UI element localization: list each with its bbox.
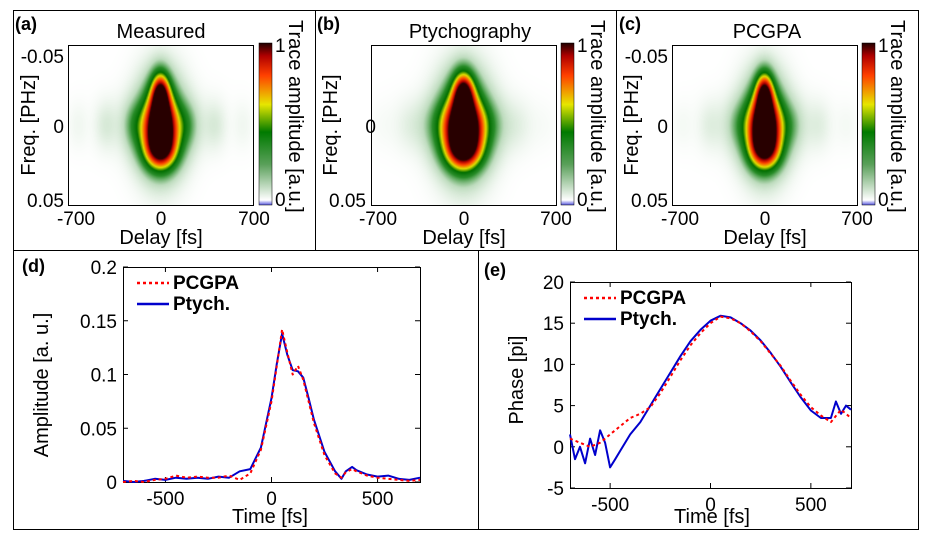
panel-a-plot-box xyxy=(68,45,254,206)
panel-c-letter: (c) xyxy=(619,14,641,34)
xtick-label: -500 xyxy=(146,489,184,510)
panel-a-colorbar-max: 1 xyxy=(275,36,286,57)
panel-b-xtick-left: -700 xyxy=(359,209,397,230)
panel-b-colorbar xyxy=(560,42,575,206)
panel-c-heatmap xyxy=(672,45,857,205)
panel-a-heatmap xyxy=(68,45,253,205)
panel-a-ylabel: Freq. [PHz] xyxy=(18,74,40,175)
panel-e: (e) Phase [pi] Time [fs] -5 0 5 10 15 20 -500 0… xyxy=(484,260,852,528)
ytick-label: 10 xyxy=(543,355,564,376)
xtick-label: 0 xyxy=(266,489,277,510)
panel-d-letter: (d) xyxy=(22,256,45,276)
panel-e-letter: (e) xyxy=(484,260,506,280)
panel-c-title: PCGPA xyxy=(733,21,802,43)
ytick-label: 0 xyxy=(106,473,117,494)
panel-b: (b) Ptychography 0 0.05 -700 0 700 Delay… xyxy=(317,14,608,249)
panel-a-ytick-top: -0.05 xyxy=(21,47,64,68)
ytick-label: 0.1 xyxy=(91,366,117,387)
panel-b-ytick-mid: 0 xyxy=(365,117,376,138)
panel-b-heatmap xyxy=(371,45,556,205)
ytick-label: -5 xyxy=(547,479,564,500)
plot-box xyxy=(570,282,852,489)
panel-a-title: Measured xyxy=(117,21,206,43)
legend-label: Ptych. xyxy=(620,309,677,330)
panel-b-xlabel: Delay [fs] xyxy=(422,227,505,249)
trace-canvas xyxy=(371,45,556,205)
panel-a-colorbar-label: Trace amplitude [a.u.] xyxy=(284,20,306,213)
legend-label: Ptych. xyxy=(173,294,230,315)
panel-b-colorbar-max: 1 xyxy=(577,36,588,57)
panel-c-colorbar-min: 0 xyxy=(878,190,889,211)
series-line-ptych xyxy=(569,314,852,469)
panel-b-xtick-mid: 0 xyxy=(459,209,470,230)
legend-label: PCGPA xyxy=(620,288,686,309)
plot-box xyxy=(123,267,421,483)
panel-c-plot-box xyxy=(672,45,858,206)
panel-b-xtick-right: 700 xyxy=(540,209,572,230)
panel-e-ylabel: Phase [pi] xyxy=(506,336,528,425)
series-line-pcgpa xyxy=(122,328,421,483)
panel-b-ylabel: Freq. [PHz] xyxy=(320,74,342,175)
panel-c-xlabel: Delay [fs] xyxy=(723,227,806,249)
xtick-label: 0 xyxy=(705,495,716,516)
ytick-label: 5 xyxy=(553,397,564,418)
panel-e-xlabel: Time [fs] xyxy=(674,506,750,528)
panel-a-ytick-mid: 0 xyxy=(53,117,64,138)
panel-b-colorbar-min: 0 xyxy=(577,190,588,211)
panel-b-title: Ptychography xyxy=(409,21,531,43)
panel-d-ylabel: Amplitude [a. u.] xyxy=(31,313,53,458)
panel-c-colorbar-max: 1 xyxy=(878,36,889,57)
panel-a-xtick-left: -700 xyxy=(57,209,95,230)
ytick-label: 20 xyxy=(543,273,564,294)
xtick-label: 500 xyxy=(795,495,827,516)
panel-a: (a) Measured -0.05 0 0.05 -700 0 700 Del… xyxy=(15,14,306,249)
xtick-label: -500 xyxy=(591,495,629,516)
legend-label: PCGPA xyxy=(173,273,239,294)
panel-a-letter: (a) xyxy=(15,14,37,34)
xtick-label: 500 xyxy=(362,489,394,510)
panel-c-ylabel: Freq. [PHz] xyxy=(621,74,643,175)
panel-c-colorbar xyxy=(861,42,876,206)
trace-image xyxy=(672,45,857,205)
panel-a-xlabel: Delay [fs] xyxy=(119,227,202,249)
panel-c-xtick-mid: 0 xyxy=(760,209,771,230)
panel-frames xyxy=(13,10,919,530)
series-line-pcgpa xyxy=(569,315,852,448)
panel-e-frame xyxy=(478,250,919,530)
panel-a-ytick-bot: 0.05 xyxy=(27,191,64,212)
panel-c: (c) PCGPA -0.05 0 0.05 -700 0 700 Delay … xyxy=(619,14,908,249)
panel-a-xtick-mid: 0 xyxy=(156,209,167,230)
panel-b-ytick-bot: 0.05 xyxy=(329,191,366,212)
ytick-label: 0.15 xyxy=(80,312,117,333)
panel-b-letter: (b) xyxy=(317,14,340,34)
trace-canvas xyxy=(672,45,857,205)
panel-b-plot-box xyxy=(371,45,557,206)
panel-a-colorbar xyxy=(258,42,273,206)
panel-c-xtick-right: 700 xyxy=(841,209,873,230)
panel-d-frame xyxy=(13,250,479,530)
panel-c-ytick-mid: 0 xyxy=(657,117,668,138)
ytick-label: 0.2 xyxy=(91,258,117,279)
panel-a-colorbar-min: 0 xyxy=(275,190,286,211)
panel-a-xtick-right: 700 xyxy=(238,209,270,230)
panel-b-colorbar-label: Trace amplitude [a.u.] xyxy=(586,20,608,213)
panel-d: (d) Amplitude [a. u.] Time [fs] 0 0.05 0.1… xyxy=(22,256,421,528)
trace-canvas xyxy=(68,45,253,205)
trace-image xyxy=(68,45,253,205)
panel-c-ytick-top: -0.05 xyxy=(625,47,668,68)
series-line-ptych xyxy=(122,332,421,483)
panel-c-xtick-left: -700 xyxy=(661,209,699,230)
panel-d-xlabel: Time [fs] xyxy=(232,506,308,528)
ytick-label: 0 xyxy=(553,438,564,459)
ytick-label: 15 xyxy=(543,314,564,335)
ytick-label: 0.05 xyxy=(80,419,117,440)
panel-c-ytick-bot: 0.05 xyxy=(631,191,668,212)
panel-c-colorbar-label: Trace amplitude [a.u.] xyxy=(886,20,908,213)
trace-image xyxy=(371,45,556,205)
